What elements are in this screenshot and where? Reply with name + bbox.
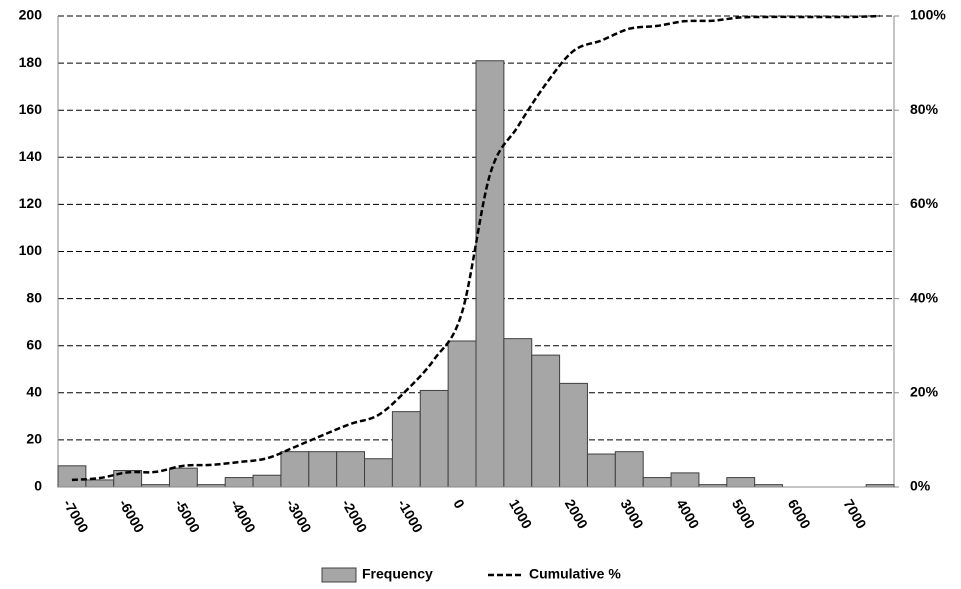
y2-tick-label: 60% [910, 195, 939, 211]
bar [503, 338, 533, 488]
y-tick-label: 160 [19, 101, 43, 117]
bar [559, 382, 588, 488]
bar [726, 477, 756, 488]
x-tick-label: 3000 [617, 496, 647, 531]
x-tick-label: 0 [450, 496, 468, 511]
y-tick-label: 200 [19, 7, 43, 23]
legend-label: Cumulative % [529, 566, 621, 582]
x-tick-label: -4000 [227, 496, 259, 535]
x-tick-label: -3000 [283, 496, 315, 535]
bar [224, 477, 254, 488]
bar [364, 458, 393, 488]
legend-label: Frequency [362, 566, 433, 582]
bar [475, 60, 505, 488]
bar [391, 411, 421, 488]
y2-tick-label: 40% [910, 289, 939, 305]
bar [252, 474, 282, 488]
x-tick-label: 2000 [562, 496, 592, 531]
bar [308, 451, 338, 488]
bar [670, 472, 700, 488]
x-tick-label: -5000 [172, 496, 204, 535]
y2-tick-label: 0% [910, 478, 931, 494]
bar [168, 467, 198, 488]
legend-swatch [321, 567, 357, 583]
bar [642, 477, 672, 488]
bar [614, 451, 644, 488]
bar [447, 340, 477, 488]
x-tick-label: -2000 [339, 496, 371, 535]
y-tick-label: 80 [26, 289, 42, 305]
bar [280, 451, 310, 488]
y-tick-label: 0 [34, 478, 42, 494]
bar [57, 465, 87, 488]
cumulative-line [71, 14, 881, 482]
bar [85, 479, 115, 488]
bar [586, 453, 616, 488]
bar [531, 354, 561, 488]
x-tick-label: 7000 [840, 496, 870, 531]
y2-tick-label: 100% [910, 7, 946, 23]
y-tick-label: 180 [19, 54, 43, 70]
x-tick-label: 5000 [729, 496, 759, 531]
x-tick-label: -1000 [395, 496, 427, 535]
x-tick-label: 4000 [673, 496, 703, 531]
x-tick-label: -6000 [116, 496, 148, 535]
bar [419, 389, 449, 488]
y-tick-label: 40 [26, 384, 42, 400]
y2-tick-label: 20% [910, 384, 939, 400]
y2-tick-label: 80% [910, 101, 939, 117]
bar [336, 451, 366, 488]
y-tick-label: 60 [26, 336, 42, 352]
x-tick-label: 6000 [785, 496, 815, 531]
x-tick-label: -7000 [60, 496, 92, 535]
y-tick-label: 120 [19, 195, 43, 211]
y-tick-label: 140 [19, 148, 43, 164]
x-tick-label: 1000 [506, 496, 536, 531]
y-tick-label: 100 [19, 242, 43, 258]
y-tick-label: 20 [26, 431, 42, 447]
